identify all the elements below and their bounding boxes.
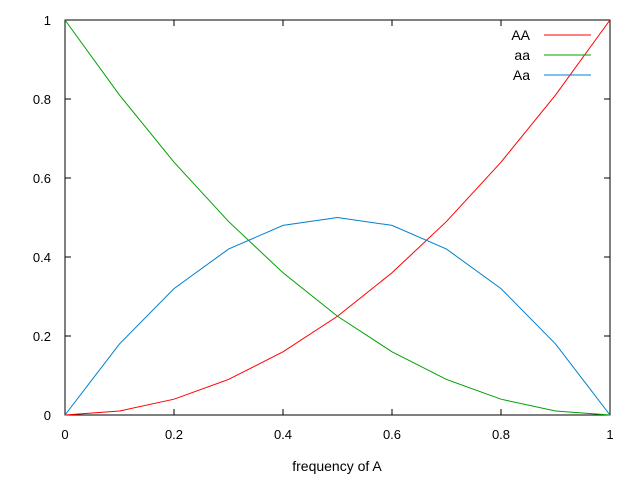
x-tick-label: 1 [606, 427, 613, 442]
x-tick-label: 0.2 [165, 427, 183, 442]
y-tick-label: 0.4 [33, 250, 51, 265]
legend-label-aa: AA [511, 27, 530, 43]
x-tick-label: 0 [61, 427, 68, 442]
x-tick-label: 0.4 [274, 427, 292, 442]
y-tick-label: 0.8 [33, 92, 51, 107]
y-tick-label: 0.6 [33, 171, 51, 186]
x-axis-title: frequency of A [292, 458, 382, 474]
y-tick-label: 1 [44, 13, 51, 28]
series-line-aa [64, 19, 611, 416]
legend-label-aa: aa [514, 47, 530, 63]
y-tick-label: 0.2 [33, 329, 51, 344]
series-line-aa [64, 216, 611, 416]
x-axis-ticks: 0 0.2 0.4 0.6 0.8 1 [61, 20, 614, 442]
x-tick-label: 0.8 [492, 427, 510, 442]
legend-label-aa: Aa [513, 67, 530, 83]
y-tick-label: 0 [44, 408, 51, 423]
plot-frame [64, 19, 611, 416]
series-layer [64, 19, 611, 416]
y-axis-ticks: 0 0.2 0.4 0.6 0.8 1 [33, 13, 610, 423]
x-tick-label: 0.6 [383, 427, 401, 442]
legend: AA aa Aa [511, 27, 591, 83]
